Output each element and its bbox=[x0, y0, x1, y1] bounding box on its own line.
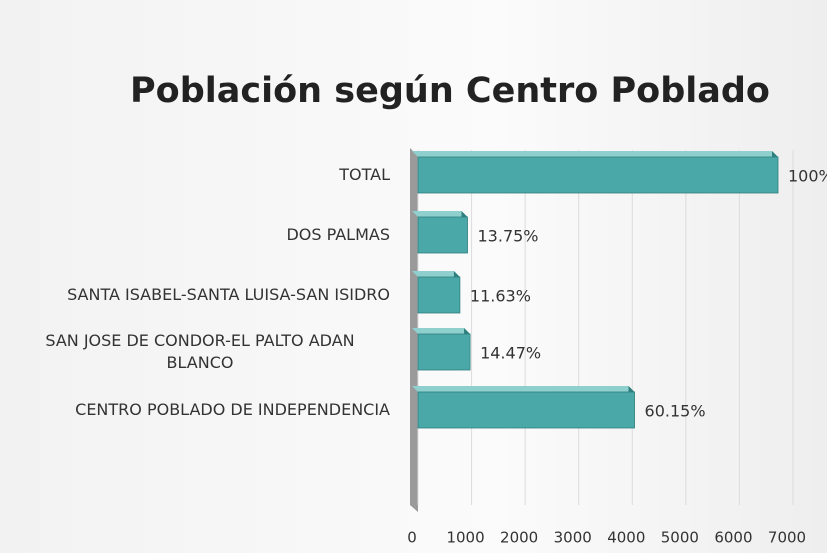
y-tick-label: SAN JOSE DE CONDOR-EL PALTO ADAN BLANCO bbox=[45, 331, 355, 372]
x-tick-label: 4000 bbox=[607, 529, 645, 547]
category-label-box: CENTRO POBLADO DE INDEPENDENCIA bbox=[0, 399, 390, 421]
bar bbox=[417, 156, 779, 194]
x-tick-label: 6000 bbox=[714, 529, 752, 547]
y-tick-label: SANTA ISABEL-SANTA LUISA-SAN ISIDRO bbox=[67, 285, 390, 304]
x-tick-label: 2000 bbox=[500, 529, 538, 547]
category-label-box: SAN JOSE DE CONDOR-EL PALTO ADAN BLANCO bbox=[0, 330, 390, 374]
bar-top bbox=[412, 271, 460, 277]
bar-top bbox=[412, 328, 471, 334]
bar-top bbox=[412, 151, 778, 157]
y-tick-label: CENTRO POBLADO DE INDEPENDENCIA bbox=[75, 400, 390, 419]
bar-top bbox=[412, 386, 635, 392]
value-label: 14.47% bbox=[480, 344, 541, 363]
value-label: 11.63% bbox=[470, 287, 531, 306]
x-tick-label: 5000 bbox=[661, 529, 699, 547]
value-label: 60.15% bbox=[645, 402, 706, 421]
value-label: 100% bbox=[788, 167, 827, 186]
x-tick-label: 7000 bbox=[768, 529, 806, 547]
x-tick-label: 1000 bbox=[446, 529, 484, 547]
category-label-box: SANTA ISABEL-SANTA LUISA-SAN ISIDRO bbox=[0, 284, 390, 306]
value-label: 13.75% bbox=[478, 227, 539, 246]
bar bbox=[417, 216, 468, 254]
y-tick-label: DOS PALMAS bbox=[286, 225, 390, 244]
category-label-box: TOTAL bbox=[0, 164, 390, 186]
bar-top bbox=[412, 211, 468, 217]
category-label-box: DOS PALMAS bbox=[0, 224, 390, 246]
x-tick-label: 3000 bbox=[554, 529, 592, 547]
y-tick-label: TOTAL bbox=[339, 165, 390, 184]
bar bbox=[417, 276, 461, 314]
bar bbox=[417, 391, 635, 429]
x-tick-label: 0 bbox=[407, 529, 417, 547]
chart-title: Población según Centro Poblado bbox=[130, 71, 770, 111]
bar bbox=[417, 333, 471, 371]
